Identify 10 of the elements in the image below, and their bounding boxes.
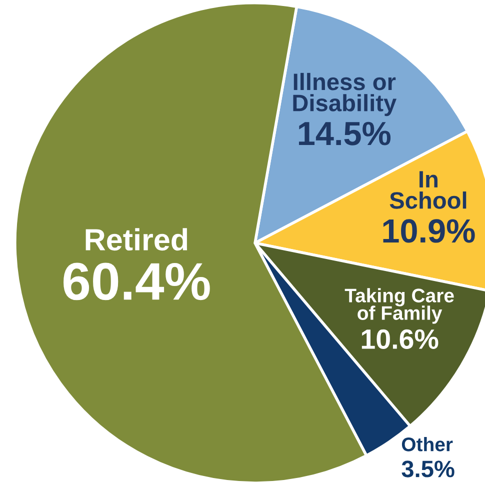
data-label: 3.5% [402,460,454,478]
data-label: 10.9% [383,219,475,243]
slice-label: Taking Care of Family [344,288,454,324]
data-label: 60.4% [64,262,210,300]
slice-label: In School [390,171,466,209]
data-label: 10.6% [362,329,438,349]
slice-label: Retired [86,228,188,251]
slice-label: Other [402,437,453,452]
slice-label: Illness or Disability [293,72,397,116]
data-label: 14.5% [298,122,391,146]
